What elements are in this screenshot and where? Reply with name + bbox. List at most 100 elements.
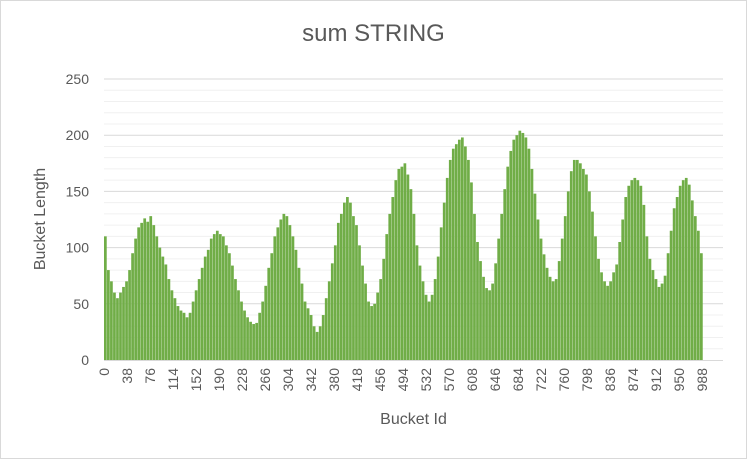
data-bar [594, 236, 597, 360]
data-bar [681, 180, 685, 360]
data-bar [234, 279, 237, 360]
data-bar [288, 225, 292, 360]
data-bar [146, 221, 150, 360]
data-bar [321, 315, 325, 360]
x-tick-label: 950 [671, 368, 687, 392]
data-bar [633, 177, 637, 360]
x-axis-title: Bucket Id [380, 411, 447, 428]
x-tick-label: 114 [165, 368, 181, 391]
data-bar [197, 279, 201, 360]
data-bar [364, 283, 367, 360]
data-bar [358, 245, 361, 360]
data-bar [125, 281, 128, 360]
data-bar [554, 279, 558, 360]
x-tick-label: 228 [234, 368, 250, 392]
data-bar [433, 279, 437, 360]
data-bar [343, 202, 346, 360]
data-bar [412, 213, 416, 360]
data-bar [627, 185, 631, 360]
data-bar [684, 177, 688, 360]
data-bar [221, 236, 225, 360]
data-bar [282, 213, 286, 360]
data-bar [212, 234, 216, 360]
data-bar [545, 267, 549, 360]
x-tick-label: 76 [142, 368, 158, 384]
data-bar [494, 263, 498, 360]
data-bar [255, 322, 258, 360]
data-bar [209, 238, 213, 360]
data-bar [300, 283, 304, 360]
data-bar [270, 253, 274, 360]
data-bar [349, 202, 352, 360]
data-bar [252, 324, 255, 360]
data-bar [530, 168, 534, 360]
data-bar [400, 166, 404, 360]
data-bar [606, 285, 609, 360]
x-tick-label: 38 [119, 368, 135, 384]
data-bar [572, 159, 576, 360]
data-bar [460, 137, 464, 360]
data-bar [167, 279, 171, 360]
data-bar [575, 159, 579, 360]
data-bar [588, 191, 591, 360]
data-bar [624, 197, 628, 360]
data-bar [309, 315, 313, 360]
data-bar [506, 166, 510, 360]
data-bar [660, 283, 664, 360]
data-bar [693, 216, 697, 360]
data-bar [539, 238, 543, 360]
data-bar [179, 310, 183, 360]
data-bar [218, 234, 222, 360]
data-bar [618, 241, 622, 360]
data-bar [527, 148, 531, 360]
data-bar [439, 227, 443, 360]
data-bar [188, 312, 192, 360]
x-tick-label: 304 [280, 368, 296, 392]
data-bar [467, 159, 470, 360]
data-bar [122, 286, 125, 360]
data-bar [690, 200, 694, 360]
data-bar [636, 180, 640, 360]
data-bar [524, 137, 528, 360]
data-bar [609, 281, 612, 360]
y-tick-label: 200 [66, 127, 90, 143]
x-tick-label: 152 [188, 368, 204, 392]
y-tick-label: 50 [73, 296, 89, 312]
data-bar [352, 216, 355, 360]
data-bar [457, 139, 461, 360]
data-bar [339, 213, 343, 360]
data-bar [566, 191, 570, 360]
data-bar [518, 130, 522, 360]
data-bar [512, 139, 516, 360]
data-bar [149, 216, 153, 360]
data-bar [385, 234, 389, 360]
data-bar [237, 290, 240, 360]
data-bar [107, 270, 110, 360]
data-bar [563, 216, 567, 360]
data-bar [603, 281, 606, 360]
data-bar [642, 204, 646, 360]
data-bar [137, 227, 141, 360]
data-bar [225, 245, 228, 360]
data-bar [451, 148, 455, 360]
data-bar [182, 312, 186, 360]
data-bar [485, 288, 488, 360]
data-bar [336, 222, 340, 360]
data-bar [482, 276, 485, 360]
data-bar [391, 197, 395, 360]
data-bar [536, 219, 540, 360]
y-tick-label: 250 [66, 71, 90, 87]
data-bar [597, 258, 600, 360]
data-bar [651, 270, 655, 360]
data-bar [291, 236, 295, 360]
data-bar [678, 185, 682, 360]
data-bar [273, 236, 277, 360]
data-bar [258, 312, 262, 360]
data-bar [591, 211, 594, 360]
data-bar [206, 249, 210, 360]
data-bar [578, 163, 582, 360]
x-tick-label: 0 [96, 368, 112, 376]
data-bar [448, 159, 452, 360]
x-tick-label: 874 [625, 368, 641, 392]
